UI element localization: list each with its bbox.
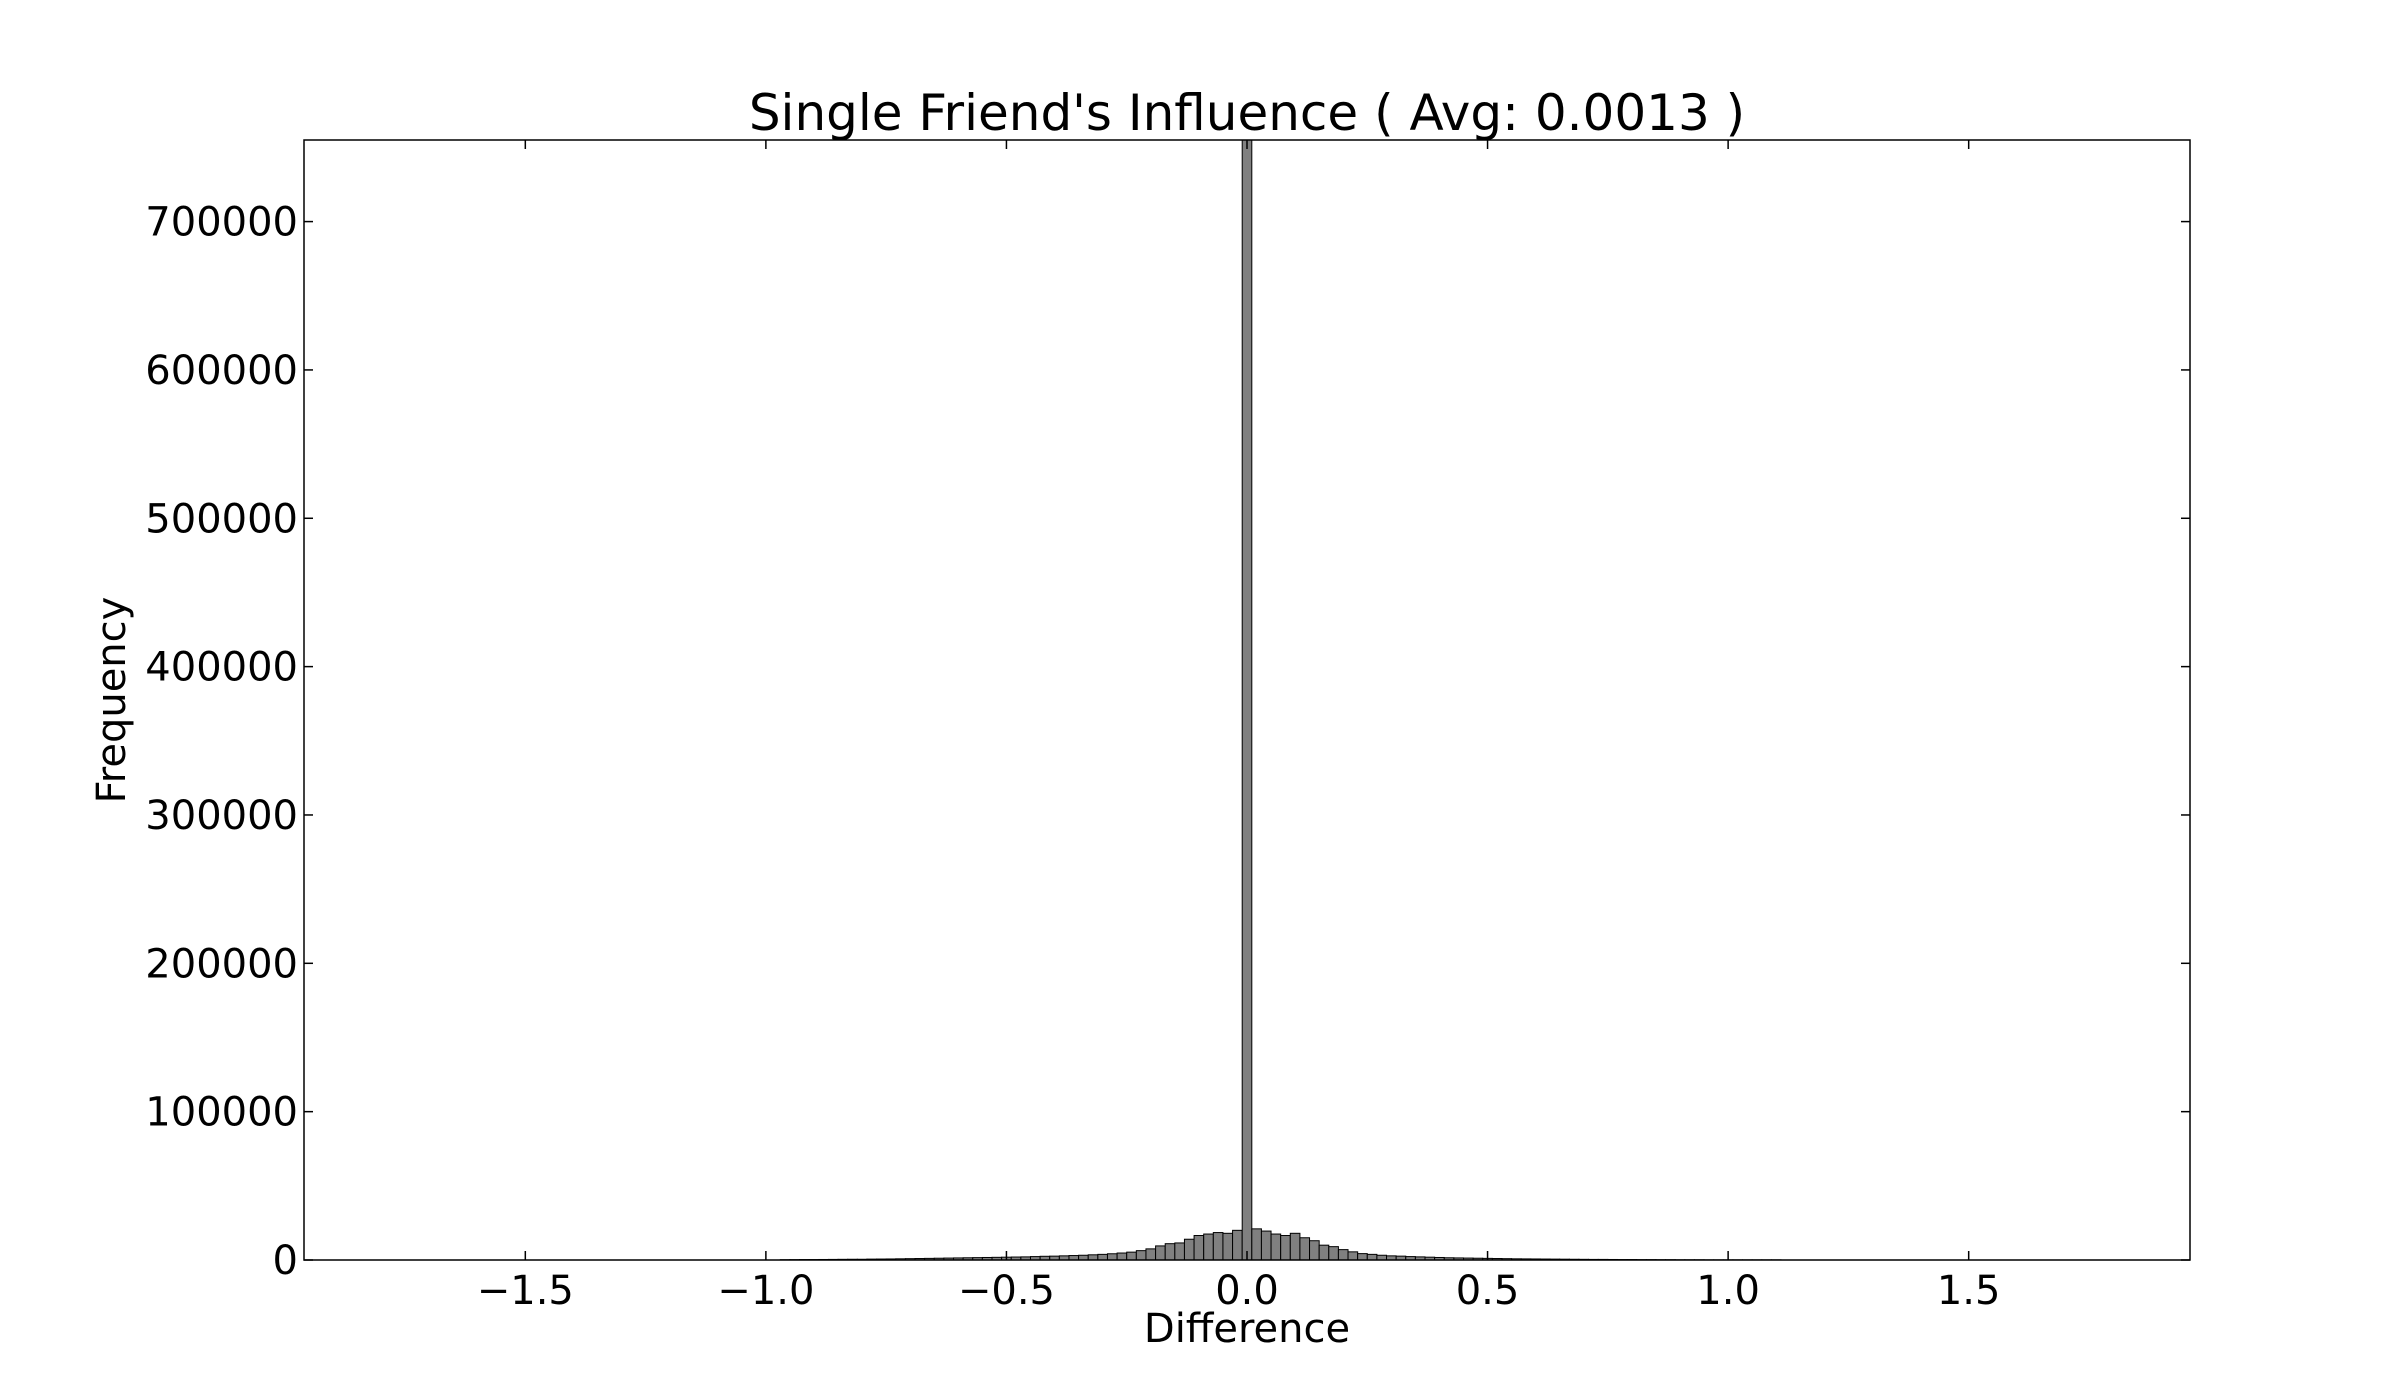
histogram-bar (1271, 1234, 1281, 1260)
y-tick-label: 300000 (145, 793, 298, 839)
histogram-bar (1117, 1253, 1127, 1260)
y-tick-label: 200000 (145, 941, 298, 987)
y-tick-label: 600000 (145, 348, 298, 394)
y-tick-label: 700000 (145, 200, 298, 246)
y-tick-label: 0 (273, 1238, 298, 1284)
histogram-bar (1281, 1236, 1291, 1260)
histogram-bar (1156, 1246, 1166, 1260)
histogram-bar (1098, 1254, 1108, 1260)
histogram-bar (1204, 1234, 1214, 1260)
histogram-bar (1367, 1254, 1377, 1260)
x-tick-label: −1.0 (717, 1268, 814, 1314)
x-tick-label: −0.5 (958, 1268, 1055, 1314)
histogram-bar (1261, 1231, 1271, 1260)
histogram-bar (1319, 1245, 1329, 1260)
histogram-bar (1223, 1233, 1233, 1260)
histogram-bar (1329, 1247, 1339, 1260)
histogram-bar (1088, 1255, 1098, 1260)
x-tick-label: −1.5 (477, 1268, 574, 1314)
x-tick-label: 0.5 (1456, 1268, 1520, 1314)
histogram-bar (1165, 1244, 1175, 1260)
y-tick-label: 400000 (145, 645, 298, 691)
histogram-bar (1127, 1252, 1137, 1260)
y-tick-label: 100000 (145, 1090, 298, 1136)
histogram-bar (1194, 1236, 1204, 1260)
histogram-bar (1252, 1229, 1262, 1260)
histogram-bar (1348, 1252, 1358, 1260)
y-tick-label: 500000 (145, 496, 298, 542)
histogram-bar (1175, 1243, 1185, 1260)
histogram-bar (1107, 1254, 1117, 1260)
histogram-bar (1233, 1230, 1243, 1260)
histogram-bar (1213, 1233, 1223, 1260)
histogram-bar (1184, 1239, 1194, 1260)
x-axis-label: Difference (1144, 1306, 1350, 1352)
histogram-bar (1358, 1254, 1368, 1260)
chart-title: Single Friend's Influence ( Avg: 0.0013 … (749, 84, 1745, 142)
histogram-bar (1242, 140, 1252, 1260)
histogram-bar (1146, 1249, 1156, 1260)
x-tick-label: 1.0 (1696, 1268, 1760, 1314)
histogram-bar (1136, 1251, 1146, 1260)
y-axis-label: Frequency (89, 597, 135, 804)
histogram-bar (1310, 1241, 1320, 1260)
x-tick-label: 1.5 (1937, 1268, 2001, 1314)
histogram-bar (1338, 1250, 1348, 1260)
histogram-bar (1300, 1238, 1310, 1260)
histogram-bar (1290, 1233, 1300, 1260)
